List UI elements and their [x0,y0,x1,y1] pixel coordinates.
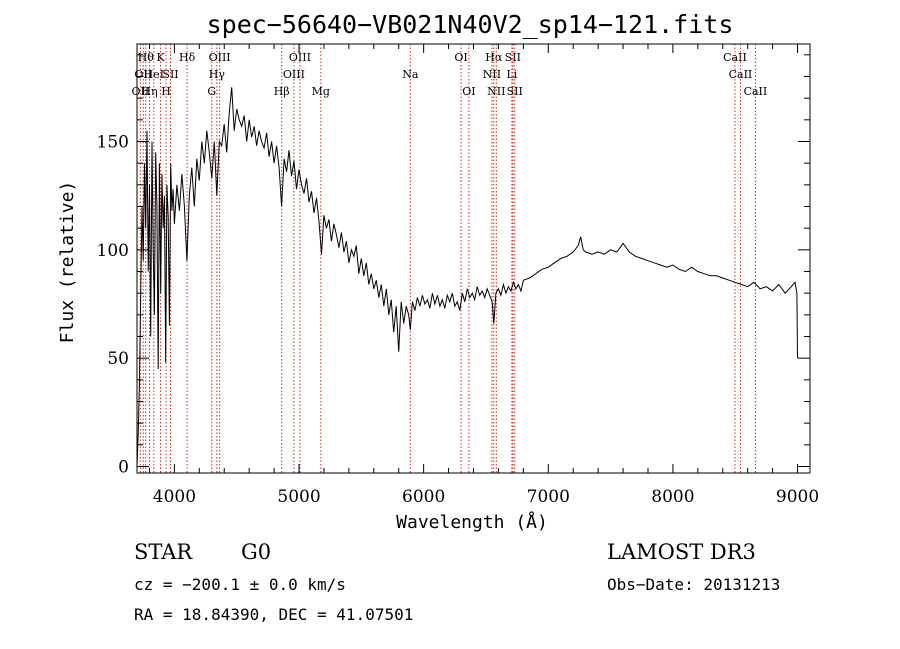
chart-title: spec−56640−VB021N40V2_sp14−121.fits [207,10,734,39]
line-marker-label-25: CaII [723,51,747,64]
line-marker-label-14: OIII [289,51,311,64]
line-marker-label-7: SII [162,68,178,81]
x-axis-label: Wavelength (Å) [396,511,548,533]
line-marker-label-8: Hδ [179,51,196,64]
line-marker-label-4: HeI [144,68,164,81]
line-marker-label-21: NII [487,85,505,98]
line-marker-label-9: G [207,85,216,98]
plot-frame [136,43,811,474]
observation-date: Obs−Date: 20131213 [607,575,780,594]
line-marker-label-3: Hη [141,85,157,98]
survey-name: LAMOST DR3 [607,540,756,564]
spectrum-layer [136,87,798,467]
line-marker-label-13: OIII [283,68,305,81]
y-tick-label-0: 0 [118,458,129,478]
x-tick-label-3: 7000 [527,487,570,507]
redshift-cz: cz = −200.1 ± 0.0 km/s [134,575,346,594]
spectrum-line-0 [136,87,798,467]
line-marker-label-24: SII [507,85,523,98]
object-subclass: G0 [241,540,271,564]
line-marker-label-0: OII [132,85,150,98]
line-marker-label-11: OIII [209,51,231,64]
line-marker-label-5: K [156,51,165,64]
x-tick-label-2: 6000 [402,487,445,507]
line-marker-label-6: H [161,85,171,98]
x-tick-label-0: 4000 [153,487,196,507]
line-marker-label-26: CaII [729,68,753,81]
y-tick-label-3: 150 [97,133,129,153]
line-marker-label-12: Hβ [274,85,290,98]
line-marker-label-16: Na [402,68,419,81]
line-marker-label-15: Mg [312,85,330,98]
y-axis-label: Flux (relative) [57,181,78,344]
x-tick-label-5: 9000 [776,487,819,507]
coordinates: RA = 18.84390, DEC = 41.07501 [134,605,413,624]
object-class: STAR [134,540,193,564]
line-marker-label-20: Hα [485,51,503,64]
line-marker-label-18: OI [462,85,475,98]
line-markers: OIIOIIHθHηHeIKHSIIHδGHγOIIIHβOIIIOIIIMgN… [132,44,768,473]
line-marker-label-17: OI [454,51,467,64]
line-marker-label-2: Hθ [138,51,155,64]
line-marker-label-10: Hγ [209,68,226,81]
y-axis-ticks: 0 50 100 150 [97,54,810,478]
line-marker-label-23: SII [505,51,521,64]
x-tick-label-4: 8000 [651,487,694,507]
x-axis-ticks: 4000 5000 6000 7000 8000 9000 [148,44,819,507]
line-marker-label-22: Li [506,68,517,81]
line-marker-label-19: NII [483,68,501,81]
x-tick-label-1: 5000 [277,487,320,507]
y-tick-label-1: 50 [107,349,129,369]
y-tick-label-2: 100 [97,241,129,261]
line-marker-label-27: CaII [744,85,768,98]
line-marker-label-1: OII [134,68,152,81]
